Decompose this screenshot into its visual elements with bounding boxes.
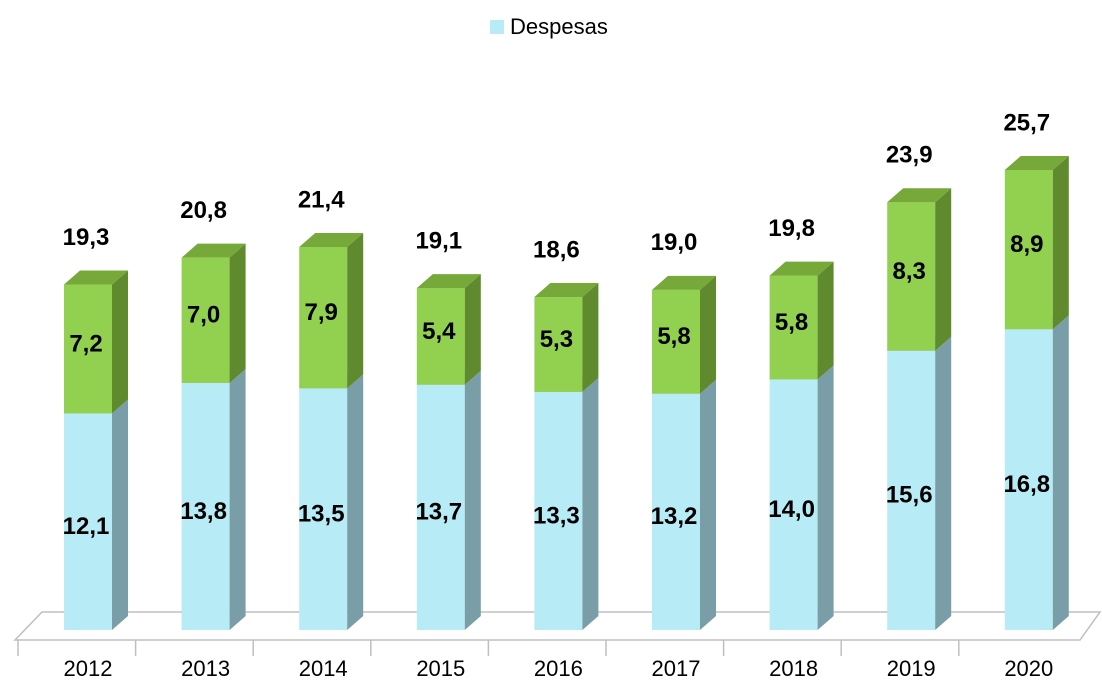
legend-swatch: [490, 20, 504, 34]
data-label: 5,8: [775, 309, 808, 336]
total-label: 25,7: [1003, 109, 1050, 136]
bar-segment: [181, 382, 230, 630]
data-label: 5,3: [540, 326, 573, 353]
total-label: 18,6: [533, 236, 580, 263]
bar-side: [464, 370, 481, 630]
bar-side: [935, 188, 952, 351]
bar-side: [700, 379, 716, 630]
data-label: 16,8: [1003, 471, 1050, 498]
bar-top: [534, 283, 599, 298]
data-label: 13,7: [415, 499, 462, 526]
bar-top: [1004, 155, 1069, 170]
x-tick-label: 2012: [64, 656, 113, 681]
bar-segment: [1004, 329, 1053, 630]
bar-side: [112, 270, 128, 414]
data-label: 12,1: [63, 513, 110, 540]
total-label: 19,3: [63, 224, 110, 251]
data-label: 7,9: [305, 299, 338, 326]
bar-segment: [534, 297, 583, 392]
bar-top: [64, 270, 128, 285]
data-label: 8,9: [1010, 231, 1043, 258]
data-label: 13,5: [298, 501, 345, 528]
data-label: 5,8: [657, 323, 690, 350]
total-label: 19,1: [415, 227, 462, 254]
bar-side: [935, 336, 952, 630]
data-label: 13,8: [180, 498, 227, 525]
bar-segment: [416, 384, 465, 630]
total-label: 23,9: [886, 142, 933, 169]
total-label: 20,8: [180, 197, 227, 224]
bar-side: [1052, 155, 1069, 330]
x-tick-label: 2020: [1004, 656, 1053, 681]
bar-side: [817, 365, 834, 630]
total-label: 19,0: [651, 229, 698, 256]
data-label: 15,6: [886, 482, 933, 509]
bar-top: [299, 232, 364, 247]
bar-top: [181, 243, 246, 258]
total-label: 21,4: [298, 186, 345, 213]
bar-segment: [299, 388, 348, 630]
total-label: 19,8: [768, 215, 815, 242]
bar-side: [347, 374, 364, 630]
data-label: 7,2: [69, 330, 102, 357]
x-tick-label: 2016: [534, 656, 583, 681]
bar-side: [464, 274, 481, 385]
x-tick-label: 2019: [887, 656, 936, 681]
bar-segment: [652, 289, 700, 394]
bar-segment: [769, 275, 818, 380]
bar-segment: [769, 379, 818, 630]
bar-side: [582, 283, 599, 392]
bar-segment: [64, 413, 112, 630]
bar-segment: [416, 288, 465, 385]
bar-side: [582, 377, 599, 630]
x-tick-label: 2018: [769, 656, 818, 681]
bar-top: [416, 274, 481, 289]
bar-segment: [1004, 169, 1053, 330]
bar-side: [229, 243, 246, 383]
bar-top: [887, 188, 952, 203]
data-label: 14,0: [768, 496, 815, 523]
x-tick-label: 2015: [416, 656, 465, 681]
data-label: 7,0: [187, 302, 220, 329]
legend-label: Despesas: [510, 14, 608, 39]
x-tick-label: 2014: [299, 656, 348, 681]
bar-segment: [652, 393, 700, 630]
bar-segment: [534, 391, 583, 630]
data-label: 13,3: [533, 502, 580, 529]
bar-segment: [181, 257, 230, 383]
bar-top: [769, 261, 834, 276]
bar-side: [112, 399, 128, 630]
bar-side: [229, 368, 246, 630]
bar-side: [1052, 315, 1069, 630]
bar-segment: [887, 202, 936, 351]
bar-segment: [299, 246, 348, 389]
bar-side: [700, 275, 716, 394]
bar-top: [652, 275, 716, 290]
x-tick-label: 2017: [652, 656, 701, 681]
x-tick-label: 2013: [181, 656, 230, 681]
bar-side: [817, 261, 834, 380]
bar-side: [347, 232, 364, 389]
data-label: 13,2: [651, 503, 698, 530]
data-label: 8,3: [893, 258, 926, 285]
bar-segment: [887, 350, 936, 630]
bar-segment: [64, 284, 112, 414]
data-label: 5,4: [422, 318, 456, 345]
